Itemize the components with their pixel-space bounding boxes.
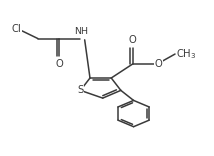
Text: O: O [55, 59, 63, 69]
Text: O: O [129, 35, 136, 45]
Text: Cl: Cl [12, 24, 22, 34]
Text: O: O [155, 59, 163, 69]
Text: NH: NH [74, 27, 88, 36]
Text: CH$_3$: CH$_3$ [176, 47, 197, 61]
Text: S: S [77, 85, 83, 95]
